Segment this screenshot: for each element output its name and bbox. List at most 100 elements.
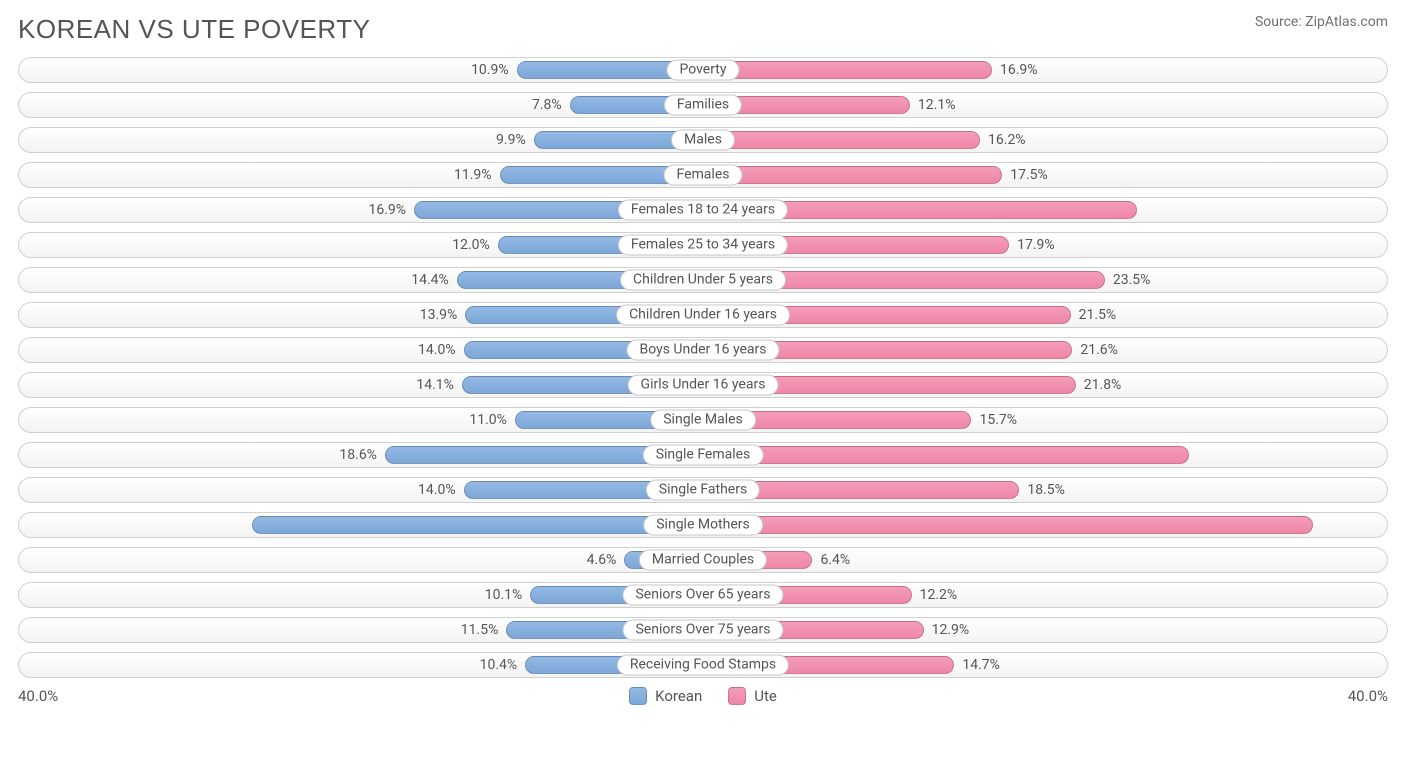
value-left: 18.6%: [339, 447, 377, 463]
category-label: Girls Under 16 years: [628, 375, 779, 396]
bar-half-right: 15.7%: [703, 408, 1387, 432]
chart-footer: 40.0% Korean Ute 40.0%: [18, 687, 1388, 705]
chart-container: KOREAN VS UTE POVERTY Source: ZipAtlas.c…: [0, 0, 1406, 711]
value-left: 7.8%: [532, 97, 562, 113]
chart-row: 11.9%17.5%Females: [18, 162, 1388, 188]
chart-row: 13.9% 21.5% Children Under 16 years: [18, 302, 1388, 328]
value-right: 21.5%: [1079, 307, 1117, 323]
bar-half-right: [703, 513, 1387, 537]
value-right: 12.1%: [918, 97, 956, 113]
value-left: 10.4%: [480, 657, 518, 673]
category-label: Seniors Over 75 years: [622, 620, 783, 641]
bar-right: [703, 61, 992, 79]
bar-half-left: 18.6%: [19, 443, 703, 467]
bar-right: [703, 446, 1189, 464]
bar-half-left: 16.9%: [19, 198, 703, 222]
value-right: 18.5%: [1027, 482, 1065, 498]
chart-row: 14.0%18.5%Single Fathers: [18, 477, 1388, 503]
bar-half-right: 23.5%: [703, 268, 1387, 292]
chart-row: 14.0%21.6%Boys Under 16 years: [18, 337, 1388, 363]
value-right: 21.8%: [1084, 377, 1122, 393]
bar-half-right: 6.4%: [703, 548, 1387, 572]
bar-half-right: 16.2%: [703, 128, 1387, 152]
axis-max-right: 40.0%: [1348, 687, 1388, 705]
source-name: ZipAtlas.com: [1305, 14, 1388, 30]
bar-half-right: [703, 443, 1387, 467]
value-left: 10.1%: [485, 587, 523, 603]
category-label: Children Under 5 years: [620, 270, 786, 291]
chart-row: 25.4%16.9%Females 18 to 24 years: [18, 197, 1388, 223]
value-right: 15.7%: [979, 412, 1017, 428]
bar-left: [252, 516, 703, 534]
diverging-bar-chart: 10.9%16.9%Poverty7.8%12.1%Families9.9%16…: [18, 57, 1388, 678]
bar-half-left: 11.5%: [19, 618, 703, 642]
value-right: 6.4%: [820, 552, 850, 568]
chart-row: 4.6%6.4%Married Couples: [18, 547, 1388, 573]
bar-half-left: 14.1%: [19, 373, 703, 397]
chart-row: 26.4%35.7%Single Mothers: [18, 512, 1388, 538]
value-left: 9.9%: [496, 132, 526, 148]
value-right: 16.2%: [988, 132, 1026, 148]
value-left: 16.9%: [368, 202, 406, 218]
bar-half-right: 12.1%: [703, 93, 1387, 117]
bar-half-right: [703, 198, 1387, 222]
bar-half-left: 10.1%: [19, 583, 703, 607]
legend-swatch-ute: [728, 687, 746, 705]
value-right: 21.6%: [1080, 342, 1118, 358]
axis-max-left: 40.0%: [18, 687, 58, 705]
value-left: 4.6%: [587, 552, 617, 568]
category-label: Females: [664, 165, 743, 186]
value-left: 14.0%: [418, 482, 456, 498]
value-right: 12.2%: [920, 587, 958, 603]
category-label: Families: [664, 95, 742, 116]
category-label: Receiving Food Stamps: [617, 655, 789, 676]
bar-half-left: 7.8%: [19, 93, 703, 117]
category-label: Children Under 16 years: [616, 305, 790, 326]
chart-row: 11.0%15.7%Single Males: [18, 407, 1388, 433]
legend-item-korean: Korean: [629, 687, 702, 705]
bar-half-left: [19, 513, 703, 537]
value-right: 16.9%: [1000, 62, 1038, 78]
bar-half-right: 16.9%: [703, 58, 1387, 82]
legend-swatch-korean: [629, 687, 647, 705]
chart-title: KOREAN VS UTE POVERTY: [18, 14, 370, 45]
bar-half-left: 11.0%: [19, 408, 703, 432]
value-right: 14.7%: [962, 657, 1000, 673]
category-label: Single Mothers: [643, 515, 763, 536]
chart-row: 7.8% 12.1% Families: [18, 92, 1388, 118]
bar-half-left: 10.9%: [19, 58, 703, 82]
bar-half-left: 14.0%: [19, 478, 703, 502]
chart-header: KOREAN VS UTE POVERTY Source: ZipAtlas.c…: [18, 14, 1388, 45]
value-left: 11.0%: [469, 412, 507, 428]
value-left: 13.9%: [420, 307, 458, 323]
category-label: Seniors Over 65 years: [622, 585, 783, 606]
chart-row: 12.0% 17.9% Females 25 to 34 years: [18, 232, 1388, 258]
legend: Korean Ute: [629, 687, 777, 705]
bar-half-right: 12.9%: [703, 618, 1387, 642]
bar-half-left: 14.0%: [19, 338, 703, 362]
value-right: 12.9%: [932, 622, 970, 638]
source-prefix: Source:: [1255, 14, 1305, 30]
legend-label-ute: Ute: [754, 687, 777, 705]
value-left: 14.1%: [416, 377, 454, 393]
chart-row: 10.9%16.9%Poverty: [18, 57, 1388, 83]
bar-right: [703, 166, 1002, 184]
category-label: Females 25 to 34 years: [618, 235, 788, 256]
bar-half-right: 21.5%: [703, 303, 1387, 327]
value-left: 14.4%: [411, 272, 449, 288]
bar-half-right: 21.8%: [703, 373, 1387, 397]
bar-right: [703, 516, 1313, 534]
bar-right: [703, 131, 980, 149]
bar-half-left: 12.0%: [19, 233, 703, 257]
value-left: 12.0%: [452, 237, 490, 253]
bar-half-right: 21.6%: [703, 338, 1387, 362]
bar-half-left: 9.9%: [19, 128, 703, 152]
chart-row: 14.1% 21.8% Girls Under 16 years: [18, 372, 1388, 398]
bar-half-right: 17.5%: [703, 163, 1387, 187]
value-right: 17.9%: [1017, 237, 1055, 253]
value-right: 17.5%: [1010, 167, 1048, 183]
bar-half-right: 12.2%: [703, 583, 1387, 607]
chart-row: 28.4%18.6%Single Females: [18, 442, 1388, 468]
bar-half-right: 18.5%: [703, 478, 1387, 502]
legend-item-ute: Ute: [728, 687, 777, 705]
